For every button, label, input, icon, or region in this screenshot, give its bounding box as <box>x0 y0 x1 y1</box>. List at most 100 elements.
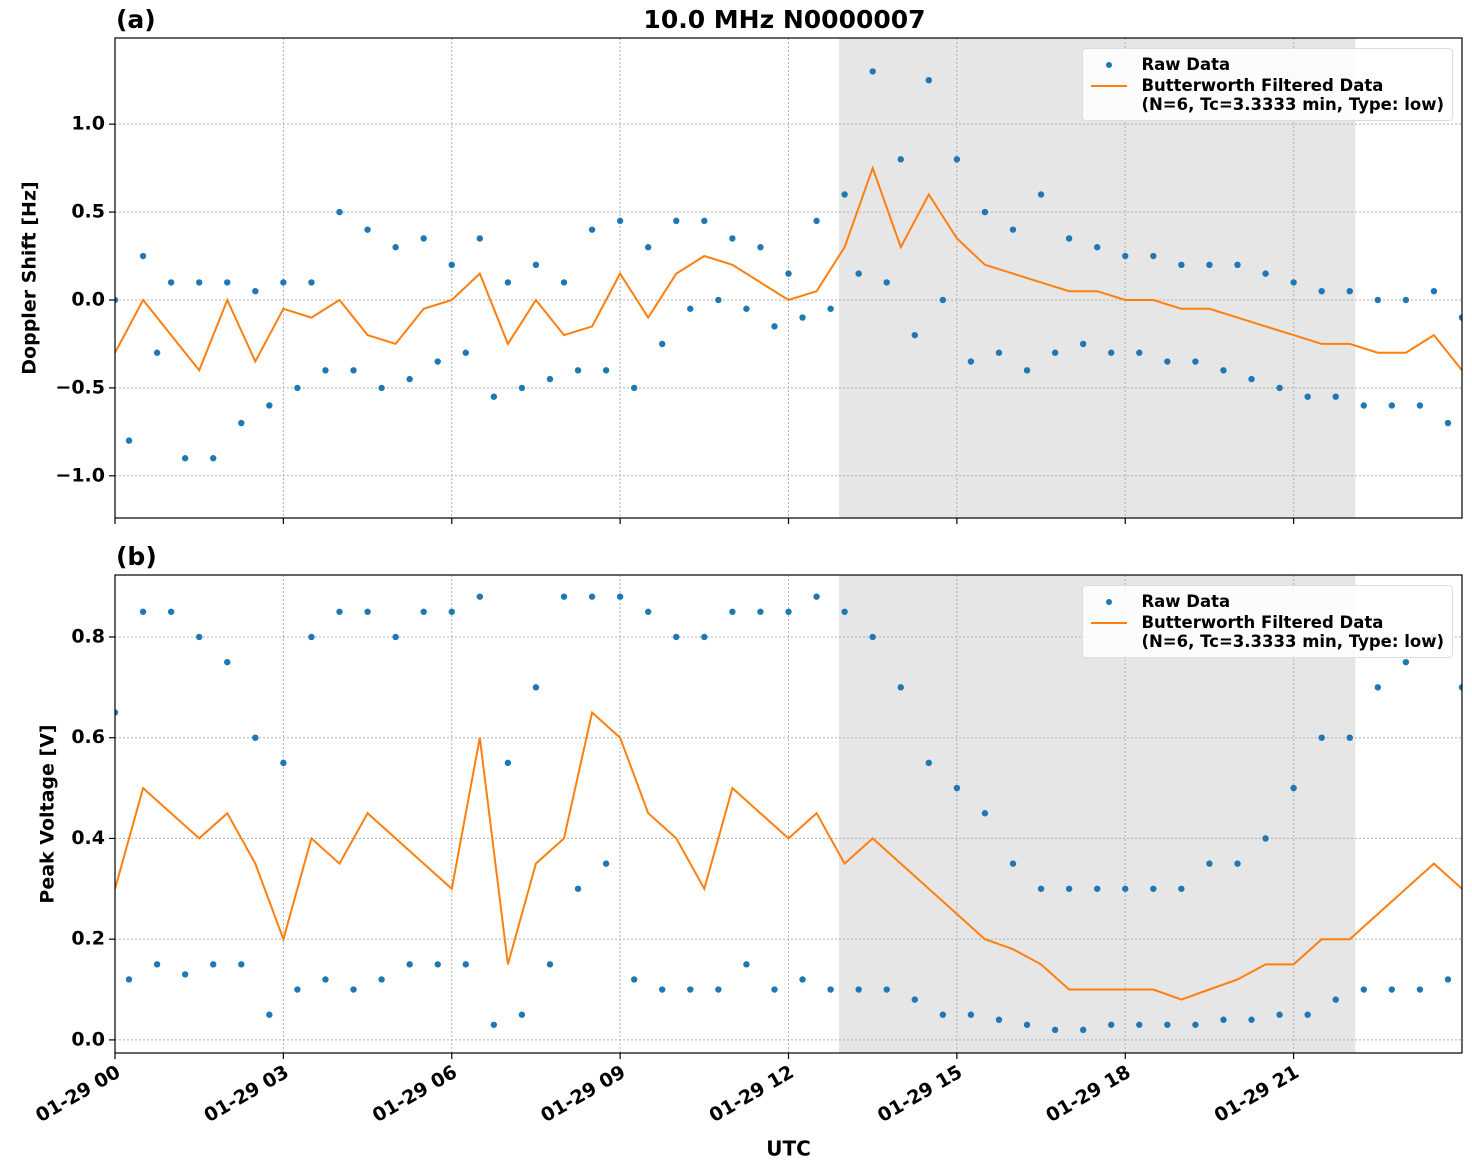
raw-point <box>1304 1011 1311 1018</box>
raw-point <box>392 633 399 641</box>
legend-line <box>1091 85 1128 87</box>
raw-point <box>1360 986 1367 993</box>
raw-point <box>238 961 245 968</box>
raw-point <box>350 986 357 993</box>
panel-label: (a) <box>116 5 156 34</box>
raw-point <box>939 296 947 304</box>
raw-point <box>701 217 708 225</box>
raw-point <box>153 349 161 356</box>
raw-point <box>1318 287 1325 295</box>
raw-point <box>1402 658 1410 666</box>
y-tick-label: 1.0 <box>71 113 105 135</box>
y-axis-label: Peak Voltage [V] <box>37 724 59 903</box>
raw-point <box>1444 419 1452 427</box>
raw-point <box>967 1011 975 1018</box>
raw-point <box>294 986 301 993</box>
raw-point <box>1416 402 1424 409</box>
y-tick-label: −0.5 <box>55 376 105 398</box>
filtered-line <box>115 165 1462 373</box>
raw-point <box>925 759 933 767</box>
y-tick-label: 0.4 <box>71 827 105 849</box>
raw-point <box>518 1011 526 1018</box>
raw-point <box>827 986 834 993</box>
legend-line <box>1091 622 1128 624</box>
chart-title: 10.0 MHz N0000007 <box>643 5 925 34</box>
raw-point <box>729 608 736 615</box>
raw-point <box>1009 226 1017 233</box>
raw-point <box>476 593 484 600</box>
raw-point <box>1093 885 1101 892</box>
raw-point <box>869 68 876 75</box>
raw-point <box>925 76 933 84</box>
raw-point <box>1290 279 1297 286</box>
legend-entry: Butterworth Filtered Data (N=6, Tc=3.333… <box>1089 613 1444 651</box>
raw-point <box>1332 393 1339 400</box>
raw-point <box>715 986 722 993</box>
legend: Raw Data Butterworth Filtered Data (N=6, … <box>1082 585 1453 658</box>
raw-point <box>1150 885 1157 892</box>
legend-entry: Raw Data <box>1089 592 1444 611</box>
raw-point <box>1248 1016 1255 1023</box>
raw-point <box>308 633 315 641</box>
raw-point <box>1388 986 1396 993</box>
panel-label: (b) <box>116 542 157 571</box>
raw-point <box>224 279 231 286</box>
raw-point <box>476 235 484 242</box>
raw-point <box>378 976 385 983</box>
raw-point <box>224 658 231 666</box>
raw-point <box>252 734 259 741</box>
raw-point <box>560 593 568 600</box>
raw-point <box>406 375 413 383</box>
raw-point <box>673 633 680 641</box>
raw-point <box>701 633 708 641</box>
plot-area <box>115 68 1462 462</box>
y-tick-label: 0.5 <box>71 201 105 223</box>
raw-point <box>1136 1021 1143 1028</box>
axes-frame <box>114 37 1463 519</box>
raw-point <box>1093 244 1101 251</box>
raw-point <box>799 314 806 321</box>
raw-point <box>743 305 750 312</box>
raw-point <box>813 217 820 225</box>
raw-point <box>125 437 133 444</box>
raw-point <box>195 633 203 641</box>
raw-point <box>729 235 736 242</box>
raw-point <box>1220 367 1227 374</box>
raw-point <box>799 976 806 983</box>
raw-point <box>1164 1021 1171 1028</box>
raw-point <box>1192 1021 1199 1028</box>
raw-point <box>1065 885 1073 892</box>
raw-point <box>462 961 469 968</box>
raw-point <box>1276 1011 1283 1018</box>
raw-point <box>659 340 666 348</box>
x-tick-label: 01-29 12 <box>705 1061 797 1127</box>
raw-point <box>995 349 1003 356</box>
raw-point <box>490 1021 498 1028</box>
legend-swatch <box>1089 613 1129 632</box>
raw-point <box>883 986 890 993</box>
raw-point <box>280 279 287 286</box>
raw-point <box>210 961 217 968</box>
legend-swatch <box>1089 592 1129 611</box>
raw-point <box>1037 885 1045 892</box>
raw-point <box>406 961 413 968</box>
raw-point <box>1444 976 1452 983</box>
raw-point <box>785 270 792 277</box>
raw-point <box>659 986 666 993</box>
raw-point <box>687 986 694 993</box>
raw-point <box>420 608 427 615</box>
raw-point <box>630 384 638 392</box>
legend-label: Butterworth Filtered Data (N=6, Tc=3.333… <box>1141 76 1444 114</box>
legend-label: Raw Data <box>1141 55 1231 74</box>
raw-point <box>504 759 512 767</box>
raw-point <box>1220 1016 1227 1023</box>
raw-point <box>1023 367 1031 374</box>
raw-point <box>115 296 119 304</box>
raw-point <box>266 402 273 409</box>
raw-point <box>167 279 175 286</box>
y-axis-label: Doppler Shift [Hz] <box>19 181 41 374</box>
raw-point <box>1374 684 1382 691</box>
raw-point <box>673 217 680 225</box>
raw-point <box>1332 996 1339 1003</box>
